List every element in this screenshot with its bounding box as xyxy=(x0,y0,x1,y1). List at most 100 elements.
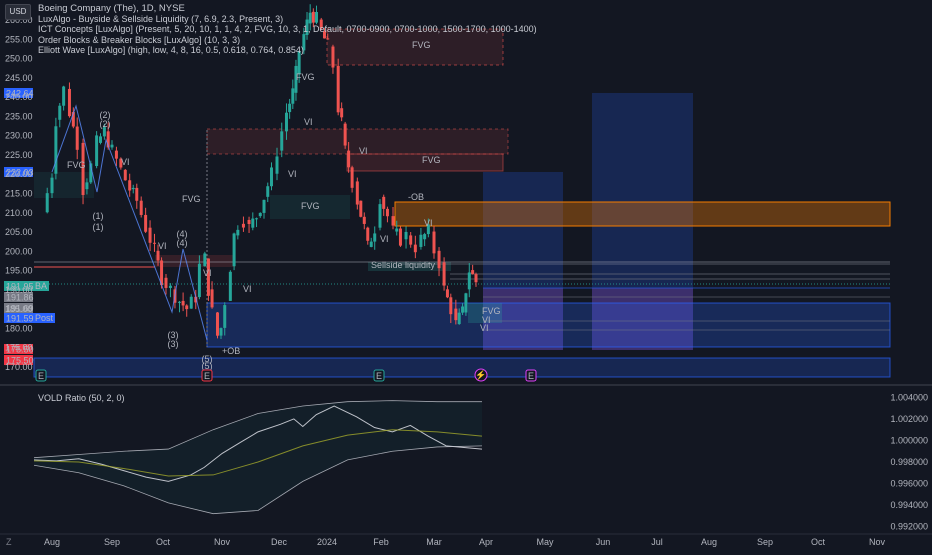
candle-body xyxy=(266,186,270,197)
vold-tick-label: 0.992000 xyxy=(890,522,928,532)
fvg-label: FVG xyxy=(412,40,431,50)
event-marker-text: E xyxy=(38,371,44,381)
event-marker-box xyxy=(525,369,537,382)
chart-legend: Boeing Company (The), 1D, NYSE LuxAlgo -… xyxy=(38,4,537,55)
fvg-zone-top xyxy=(326,28,504,66)
price-badge xyxy=(4,292,33,302)
price-tick-label: 225.00 xyxy=(5,150,33,160)
event-marker-text: E xyxy=(528,371,534,381)
price-badge xyxy=(4,281,33,291)
vi-label: VI xyxy=(480,323,489,333)
candle-body xyxy=(215,312,219,336)
candle-body xyxy=(67,88,71,117)
candle-body xyxy=(232,233,236,267)
earnings-marker-2: E xyxy=(201,369,213,382)
zones-layer xyxy=(33,28,891,378)
candle-body xyxy=(474,274,478,283)
event-marker-text: E xyxy=(204,371,210,381)
wave-label: (3) xyxy=(168,339,179,349)
event-marker-box xyxy=(201,369,213,382)
time-tick-label: Jun xyxy=(596,537,611,547)
vi-label: VI xyxy=(288,169,297,179)
price-tick-label: 215.00 xyxy=(5,189,33,199)
indicator-liquidity[interactable]: LuxAlgo - Buyside & Sellside Liquidity (… xyxy=(38,14,284,25)
price-tick-label: 195.00 xyxy=(5,266,33,276)
fvg-label: FVG xyxy=(182,194,201,204)
candle-body xyxy=(210,289,214,308)
candle-body xyxy=(189,296,193,309)
price-badge xyxy=(4,313,33,323)
price-badge-text: 175.50 xyxy=(6,345,34,355)
vold-tick-label: 0.996000 xyxy=(890,479,928,489)
wave-label: (4) xyxy=(177,229,188,239)
candle-body xyxy=(81,142,85,195)
indicator-elliott-wave[interactable]: Elliott Wave [LuxAlgo] (high, low, 4, 8,… xyxy=(38,44,304,55)
candle-body xyxy=(119,158,123,168)
candle-body xyxy=(168,285,172,288)
wave-label: (5) xyxy=(202,361,213,371)
price-tick-label: 175.00 xyxy=(5,343,33,353)
candle-body xyxy=(194,296,198,303)
candle-body xyxy=(315,12,318,23)
candle-body xyxy=(457,312,461,325)
candle-body xyxy=(247,219,251,225)
price-badge xyxy=(4,88,33,98)
vold-tick-label: 1.004000 xyxy=(890,392,928,402)
price-badge-text: 175.50 xyxy=(6,356,34,366)
candle-body xyxy=(181,300,185,306)
price-tick-label: 170.00 xyxy=(5,362,33,372)
indicator-order-blocks[interactable]: Order Blocks & Breaker Blocks [LuxAlgo] … xyxy=(38,34,241,45)
timezone-icon[interactable]: Z xyxy=(6,537,12,547)
candle-body xyxy=(236,229,240,236)
vi-label: VI xyxy=(482,315,491,325)
event-marker-text: E xyxy=(376,371,382,381)
candle-body xyxy=(54,126,58,174)
candle-body xyxy=(449,297,453,315)
candle-body xyxy=(294,65,298,93)
candle-body xyxy=(391,216,395,226)
candle-body xyxy=(423,234,427,240)
candle-body xyxy=(203,253,207,267)
wave-label: (2) xyxy=(100,110,111,120)
price-tick-label: 200.00 xyxy=(5,246,33,256)
vi-label: VI xyxy=(243,284,252,294)
price-badge xyxy=(4,167,33,177)
post-tag: Post xyxy=(35,313,54,323)
time-tick-label: Sep xyxy=(104,537,120,547)
candle-body xyxy=(50,177,54,194)
candle-body xyxy=(123,169,127,181)
price-tick-label: 260.00 xyxy=(5,15,33,25)
price-tick-label: 250.00 xyxy=(5,54,33,64)
candle-body xyxy=(382,196,386,209)
forecast-loss-1 xyxy=(483,288,563,350)
candle-body xyxy=(258,212,262,217)
candle-body xyxy=(373,233,377,242)
vi-label: VI xyxy=(304,117,313,127)
candle-body xyxy=(219,328,223,336)
candle-body xyxy=(160,260,164,286)
candle-body xyxy=(269,167,273,187)
indicator-ict-concepts[interactable]: ICT Concepts [LuxAlgo] (Present, 5, 20, … xyxy=(38,24,537,35)
earnings-marker-3: E xyxy=(373,369,385,382)
candle-body xyxy=(164,277,168,288)
time-tick-label: Sep xyxy=(757,537,773,547)
price-tick-label: 185.00 xyxy=(5,304,33,314)
vold-band-fill xyxy=(34,400,482,514)
time-tick-label: May xyxy=(536,537,554,547)
candle-body xyxy=(291,88,295,104)
wave-label: (3) xyxy=(168,330,179,340)
candle-body xyxy=(369,241,373,247)
time-tick-label: 2024 xyxy=(317,537,337,547)
split-icon xyxy=(474,368,488,382)
vi-label: VI xyxy=(203,268,212,278)
earnings-marker-4: E xyxy=(525,369,537,382)
candle-body xyxy=(426,224,430,235)
currency-button[interactable]: USD xyxy=(5,4,31,20)
time-tick-label: Apr xyxy=(479,537,493,547)
candle-body xyxy=(288,103,292,113)
subpane-title[interactable]: VOLD Ratio (50, 2, 0) xyxy=(38,393,125,403)
candle-body xyxy=(311,11,315,23)
price-tick-label: 235.00 xyxy=(5,111,33,121)
candle-body xyxy=(464,293,468,313)
